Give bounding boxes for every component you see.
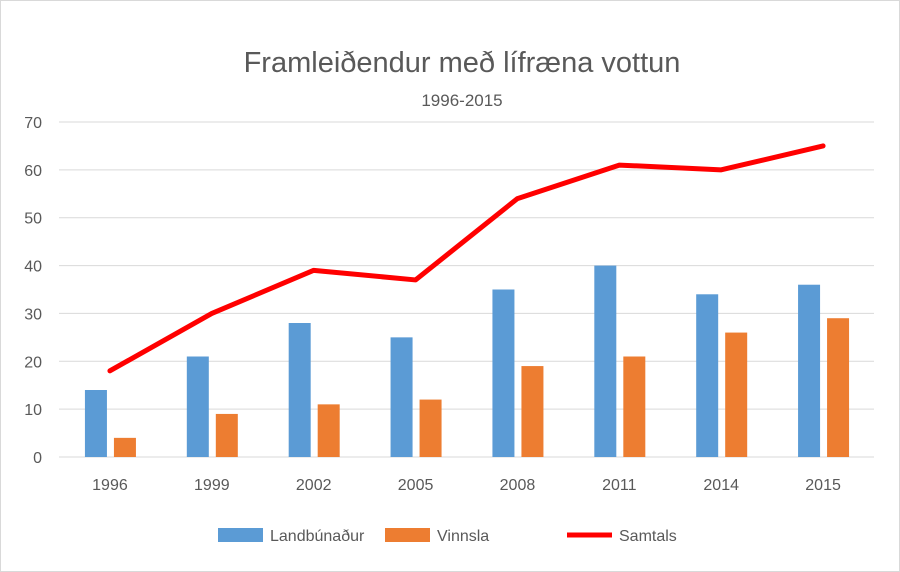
- y-tick-label: 70: [24, 115, 42, 132]
- y-tick-label: 10: [24, 402, 42, 419]
- y-tick-label: 50: [24, 211, 42, 228]
- bar-landbúnaður: [186, 356, 209, 457]
- bar-vinnsla: [419, 399, 442, 457]
- y-tick-label: 40: [24, 259, 42, 276]
- legend-swatch: [385, 528, 430, 542]
- x-tick-label: 2014: [703, 477, 739, 494]
- y-tick-label: 20: [24, 354, 42, 371]
- x-tick-label: 2008: [500, 477, 536, 494]
- bars: [84, 265, 850, 457]
- x-axis: 1996 1999 2002 2005 2008 2011 2014 2015: [92, 477, 841, 494]
- y-axis: 0 10 20 30 40 50 60 70: [24, 115, 42, 467]
- y-tick-label: 30: [24, 306, 42, 323]
- x-tick-label: 2002: [296, 477, 332, 494]
- legend-label: Samtals: [619, 528, 677, 545]
- bar-vinnsla: [623, 356, 646, 457]
- y-tick-label: 60: [24, 163, 42, 180]
- bar-vinnsla: [827, 318, 850, 457]
- line-samtals: [107, 143, 826, 374]
- chart-subtitle: 1996-2015: [421, 91, 502, 110]
- line-series: [107, 143, 826, 374]
- bar-landbúnaður: [390, 337, 413, 457]
- x-tick-label: 2005: [398, 477, 434, 494]
- bar-vinnsla: [725, 332, 748, 457]
- x-tick-label: 1996: [92, 477, 128, 494]
- x-tick-label: 2011: [602, 477, 637, 494]
- bar-landbúnaður: [288, 323, 311, 457]
- legend-label: Landbúnaður: [270, 528, 365, 545]
- bar-vinnsla: [317, 404, 340, 457]
- x-tick-label: 1999: [194, 477, 230, 494]
- y-tick-label: 0: [33, 450, 42, 467]
- legend-label: Vinnsla: [437, 528, 489, 545]
- x-tick-label: 2015: [805, 477, 841, 494]
- bar-vinnsla: [215, 413, 238, 457]
- legend-swatch: [218, 528, 263, 542]
- bar-landbúnaður: [696, 294, 719, 457]
- chart-title: Framleiðendur með lífræna vottun: [244, 47, 681, 79]
- bar-landbúnaður: [594, 265, 617, 457]
- bar-vinnsla: [113, 437, 136, 457]
- gridlines: [59, 121, 874, 458]
- legend: Landbúnaður Vinnsla Samtals: [218, 528, 677, 545]
- bar-landbúnaður: [84, 390, 107, 457]
- bar-landbúnaður: [798, 284, 821, 457]
- bar-landbúnaður: [492, 289, 515, 457]
- bar-vinnsla: [521, 366, 544, 457]
